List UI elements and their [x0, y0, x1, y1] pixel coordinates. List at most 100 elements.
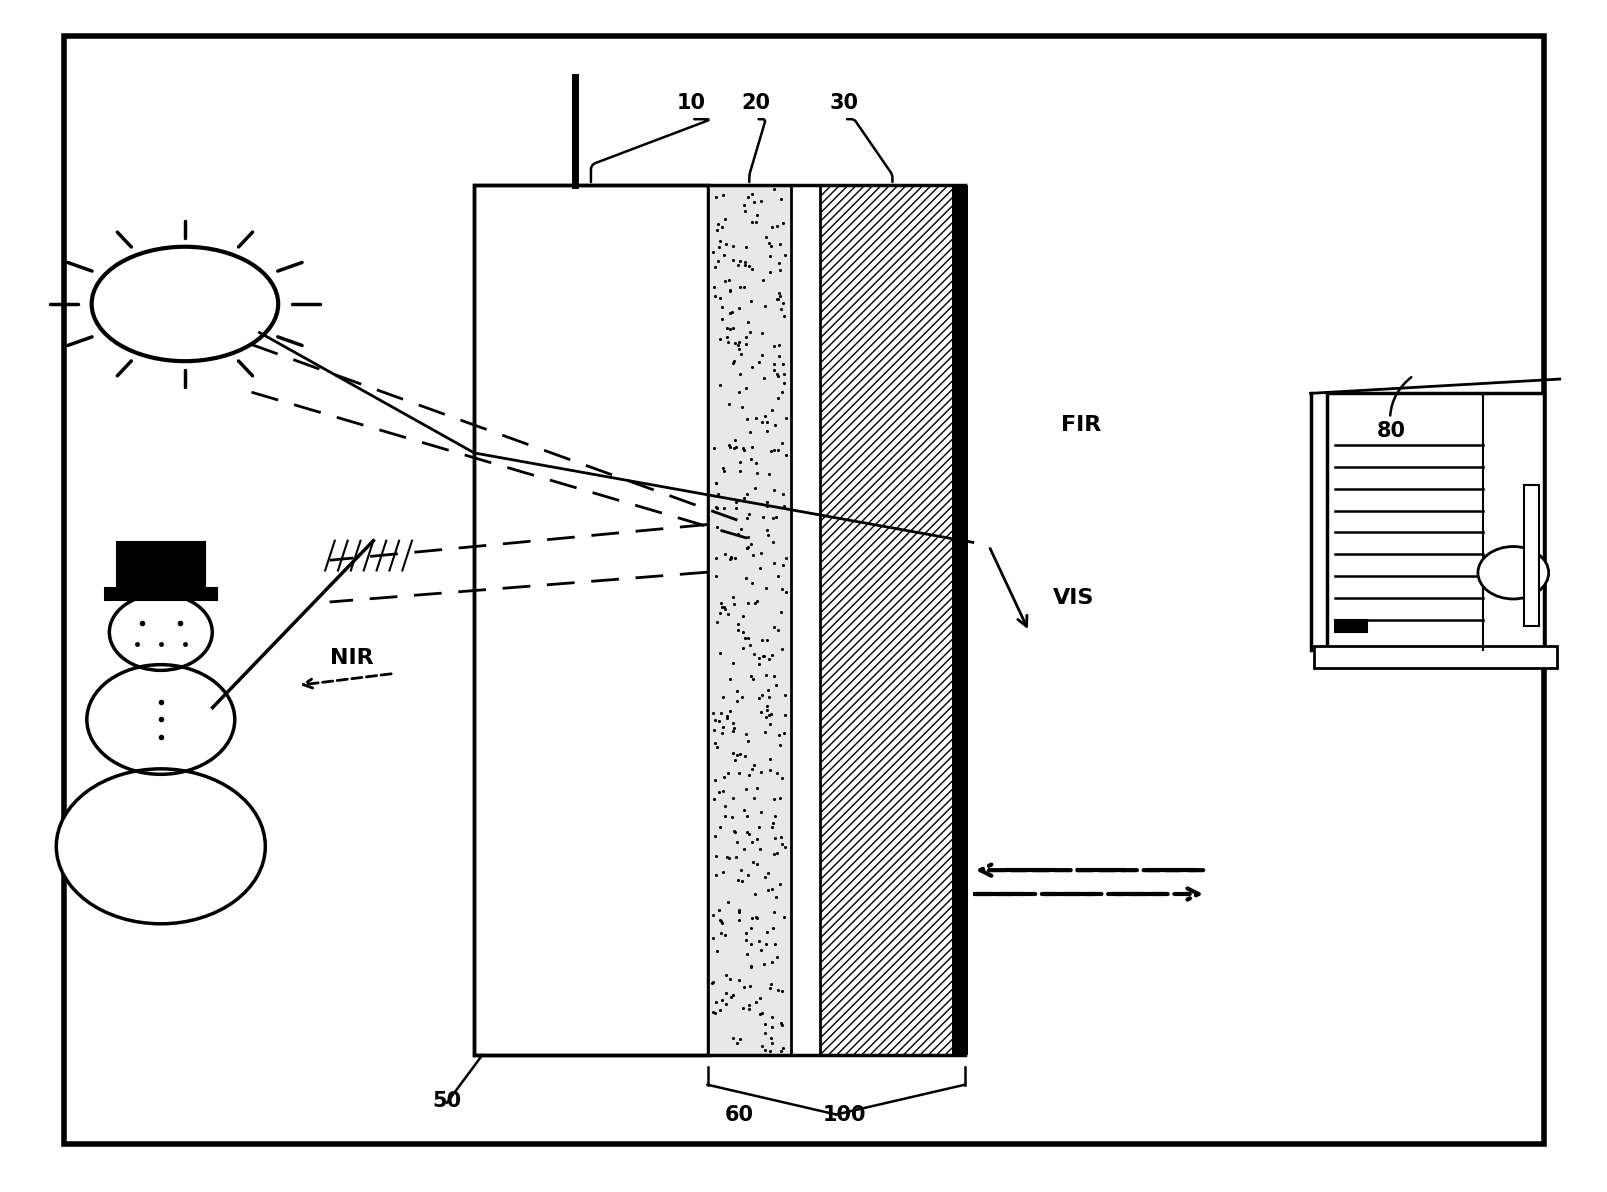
Point: [709, 594, 734, 613]
Point: [709, 724, 734, 743]
Point: [736, 825, 762, 844]
Point: [722, 334, 747, 353]
Point: [767, 234, 792, 253]
Point: [763, 507, 789, 526]
Point: [747, 988, 773, 1007]
Point: [722, 548, 747, 567]
Point: [712, 983, 738, 1002]
Point: [750, 955, 776, 974]
Point: [730, 977, 755, 997]
Point: [760, 789, 786, 808]
Point: [722, 822, 747, 842]
Point: [704, 221, 730, 240]
Text: 60: 60: [725, 1105, 754, 1125]
Point: [712, 925, 738, 944]
Point: [744, 778, 770, 797]
Point: [723, 691, 749, 710]
Circle shape: [1477, 546, 1548, 598]
Point: [768, 300, 794, 319]
Point: [717, 437, 742, 457]
Point: [725, 745, 750, 764]
Point: [702, 187, 728, 206]
Point: [739, 759, 765, 778]
Point: [707, 911, 733, 930]
Point: [715, 333, 741, 352]
Point: [702, 257, 728, 277]
Point: [773, 446, 799, 465]
Point: [712, 807, 738, 826]
Point: [741, 755, 767, 774]
Point: [770, 306, 795, 325]
Point: [705, 900, 731, 919]
Point: [773, 582, 799, 601]
Point: [744, 464, 770, 483]
Point: [767, 788, 792, 807]
Point: [702, 865, 728, 884]
Point: [759, 880, 784, 899]
Point: [765, 290, 791, 309]
Text: FIR: FIR: [1061, 415, 1101, 435]
Point: [747, 702, 773, 721]
Point: [739, 259, 765, 278]
Point: [720, 719, 746, 738]
Point: [715, 764, 741, 783]
Point: [742, 884, 768, 904]
Circle shape: [56, 769, 265, 924]
Point: [747, 802, 773, 821]
Point: [759, 646, 784, 665]
Point: [757, 714, 783, 733]
Point: [757, 750, 783, 769]
Point: [746, 688, 771, 707]
Point: [744, 830, 770, 849]
Point: [765, 367, 791, 386]
Point: [734, 484, 760, 503]
Point: [738, 919, 763, 938]
Point: [714, 319, 739, 339]
Point: [750, 368, 776, 387]
Point: [738, 956, 763, 975]
Point: [765, 620, 791, 639]
Point: [705, 484, 731, 503]
Point: [702, 826, 728, 845]
Point: [726, 452, 752, 471]
Point: [704, 942, 730, 961]
Point: [720, 353, 746, 372]
Point: [728, 520, 754, 539]
Bar: [104, 588, 217, 600]
Point: [752, 665, 778, 684]
Point: [757, 441, 783, 460]
Point: [770, 354, 795, 373]
Point: [749, 685, 775, 704]
Point: [726, 333, 752, 352]
Point: [765, 981, 791, 1000]
Point: [709, 217, 734, 236]
Point: [739, 358, 765, 377]
Point: [750, 646, 776, 665]
Point: [709, 913, 734, 932]
Point: [755, 863, 781, 882]
Point: [763, 948, 789, 967]
Point: [715, 893, 741, 912]
Point: [710, 461, 736, 480]
Point: [762, 807, 787, 826]
Point: [770, 981, 795, 1000]
Bar: [1313, 646, 1556, 668]
Point: [750, 508, 776, 527]
Point: [731, 840, 757, 859]
Point: [749, 1004, 775, 1023]
Point: [742, 409, 768, 428]
Point: [707, 375, 733, 395]
Point: [722, 751, 747, 770]
Circle shape: [109, 594, 212, 670]
Point: [726, 298, 752, 317]
Point: [747, 559, 773, 578]
Point: [747, 940, 773, 960]
Point: [754, 921, 779, 940]
Point: [710, 498, 736, 517]
Point: [752, 228, 778, 247]
Point: [738, 976, 763, 995]
Point: [754, 631, 779, 650]
Point: [762, 416, 787, 435]
Point: [717, 304, 742, 323]
Point: [759, 1028, 784, 1047]
